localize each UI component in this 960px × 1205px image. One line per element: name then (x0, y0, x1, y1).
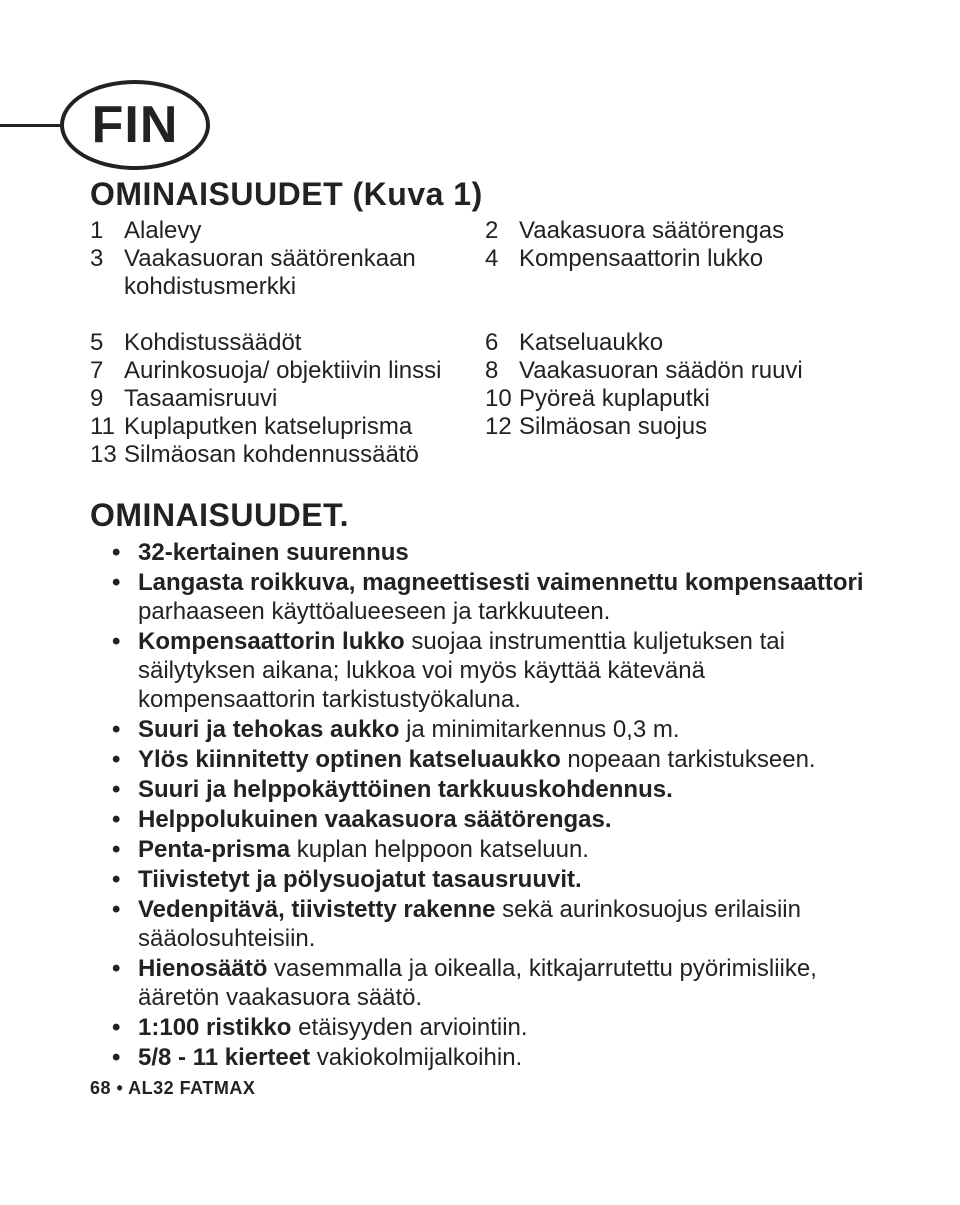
feature-bold: Penta-prisma (138, 836, 290, 863)
language-badge: FIN (60, 80, 210, 170)
parts-row: 11Kuplaputken katseluprisma (90, 413, 475, 441)
feature-item: 1:100 ristikko etäisyyden arviointiin. (138, 1013, 870, 1042)
feature-bold: Suuri ja helppokäyttöinen tarkkuuskohden… (138, 776, 673, 803)
parts-row: 9Tasaamisruuvi (90, 385, 475, 413)
parts-row (485, 441, 870, 469)
feature-text: kuplan helppoon katseluun. (290, 836, 589, 863)
feature-bold: 5/8 - 11 kierteet (138, 1044, 310, 1071)
feature-item: Helppolukuinen vaakasuora säätörengas. (138, 805, 870, 834)
feature-item: 5/8 - 11 kierteet vakiokolmijalkoihin. (138, 1043, 870, 1072)
part-number: 11 (90, 413, 124, 441)
feature-item: Suuri ja tehokas aukko ja minimitarkennu… (138, 715, 870, 744)
part-label: Kuplaputken katseluprisma (124, 413, 475, 441)
section-title-features: OMINAISUUDET. (90, 497, 870, 534)
feature-text: parhaaseen käyttöalueeseen ja tarkkuutee… (138, 598, 610, 625)
parts-row: 4Kompensaattorin lukko (485, 245, 870, 301)
part-number: 9 (90, 385, 124, 413)
parts-row: 13Silmäosan kohdennussäätö (90, 441, 475, 469)
part-number: 1 (90, 217, 124, 245)
part-number: 7 (90, 357, 124, 385)
badge-rule (0, 124, 60, 127)
part-label: Tasaamisruuvi (124, 385, 475, 413)
feature-item: 32-kertainen suurennus (138, 538, 870, 567)
part-number: 6 (485, 329, 519, 357)
feature-bold: Suuri ja tehokas aukko (138, 716, 399, 743)
part-number: 8 (485, 357, 519, 385)
part-number: 5 (90, 329, 124, 357)
feature-bold: Langasta roikkuva, magneettisesti vaimen… (138, 569, 864, 596)
section-title-parts: OMINAISUUDET (Kuva 1) (90, 176, 870, 213)
feature-bold: Helppolukuinen vaakasuora säätörengas. (138, 806, 612, 833)
part-label: Vaakasuoran säädön ruuvi (519, 357, 870, 385)
parts-row: 7Aurinkosuoja/ objektiivin linssi (90, 357, 475, 385)
part-label: Kohdistussäädöt (124, 329, 475, 357)
part-number: 13 (90, 441, 124, 469)
features-list: 32-kertainen suurennus Langasta roikkuva,… (90, 538, 870, 1072)
feature-item: Langasta roikkuva, magneettisesti vaimen… (138, 568, 870, 626)
part-label: Katseluaukko (519, 329, 870, 357)
page: FIN OMINAISUUDET (Kuva 1) 1Alalevy2Vaaka… (0, 0, 960, 1205)
part-number: 4 (485, 245, 519, 273)
feature-bold: Ylös kiinnitetty optinen katseluaukko (138, 746, 561, 773)
part-number: 3 (90, 245, 124, 273)
feature-text: etäisyyden arviointiin. (291, 1014, 527, 1041)
part-label: Vaakasuora säätörengas (519, 217, 870, 245)
badge-ellipse: FIN (60, 80, 210, 170)
parts-row: 12Silmäosan suojus (485, 413, 870, 441)
feature-item: Hienosäätö vasemmalla ja oikealla, kitka… (138, 954, 870, 1012)
feature-bold: Hienosäätö (138, 955, 267, 982)
part-label: Pyöreä kuplaputki (519, 385, 870, 413)
feature-bold: Tiivistetyt ja pölysuojatut tasausruuvit… (138, 866, 582, 893)
feature-item: Penta-prisma kuplan helppoon katseluun. (138, 835, 870, 864)
part-number: 2 (485, 217, 519, 245)
parts-row: 10Pyöreä kuplaputki (485, 385, 870, 413)
parts-grid: 1Alalevy2Vaakasuora säätörengas3Vaakasuo… (90, 217, 870, 469)
part-label: Silmäosan kohdennussäätö (124, 441, 475, 469)
parts-row: 5Kohdistussäädöt (90, 329, 475, 357)
part-label: Alalevy (124, 217, 475, 245)
feature-bold: Vedenpitävä, tiivistetty rakenne (138, 896, 495, 923)
part-number: 10 (485, 385, 519, 413)
feature-item: Vedenpitävä, tiivistetty rakenne sekä au… (138, 895, 870, 953)
part-label: Aurinkosuoja/ objektiivin linssi (124, 357, 475, 385)
part-label: Vaakasuoran säätörenkaan kohdistusmerkki (124, 245, 475, 301)
page-footer: 68 • AL32 FATMAX (90, 1078, 870, 1099)
feature-item: Kompensaattorin lukko suojaa instrumentt… (138, 627, 870, 714)
parts-row: 2Vaakasuora säätörengas (485, 217, 870, 245)
parts-row: 8Vaakasuoran säädön ruuvi (485, 357, 870, 385)
feature-item: Ylös kiinnitetty optinen katseluaukko no… (138, 745, 870, 774)
parts-row (485, 301, 870, 329)
feature-text: nopeaan tarkistukseen. (561, 746, 816, 773)
parts-row: 1Alalevy (90, 217, 475, 245)
feature-bold: 1:100 ristikko (138, 1014, 291, 1041)
parts-row: 6Katseluaukko (485, 329, 870, 357)
feature-item: Tiivistetyt ja pölysuojatut tasausruuvit… (138, 865, 870, 894)
part-label: Kompensaattorin lukko (519, 245, 870, 273)
part-number: 12 (485, 413, 519, 441)
feature-text: vakiokolmijalkoihin. (310, 1044, 522, 1071)
feature-item: Suuri ja helppokäyttöinen tarkkuuskohden… (138, 775, 870, 804)
parts-row (90, 301, 475, 329)
part-label: Silmäosan suojus (519, 413, 870, 441)
feature-text: ja minimitarkennus 0,3 m. (399, 716, 679, 743)
feature-bold: 32-kertainen suurennus (138, 539, 409, 566)
feature-bold: Kompensaattorin lukko (138, 628, 405, 655)
parts-row: 3Vaakasuoran säätörenkaan kohdistusmerkk… (90, 245, 475, 301)
badge-label: FIN (92, 95, 179, 155)
